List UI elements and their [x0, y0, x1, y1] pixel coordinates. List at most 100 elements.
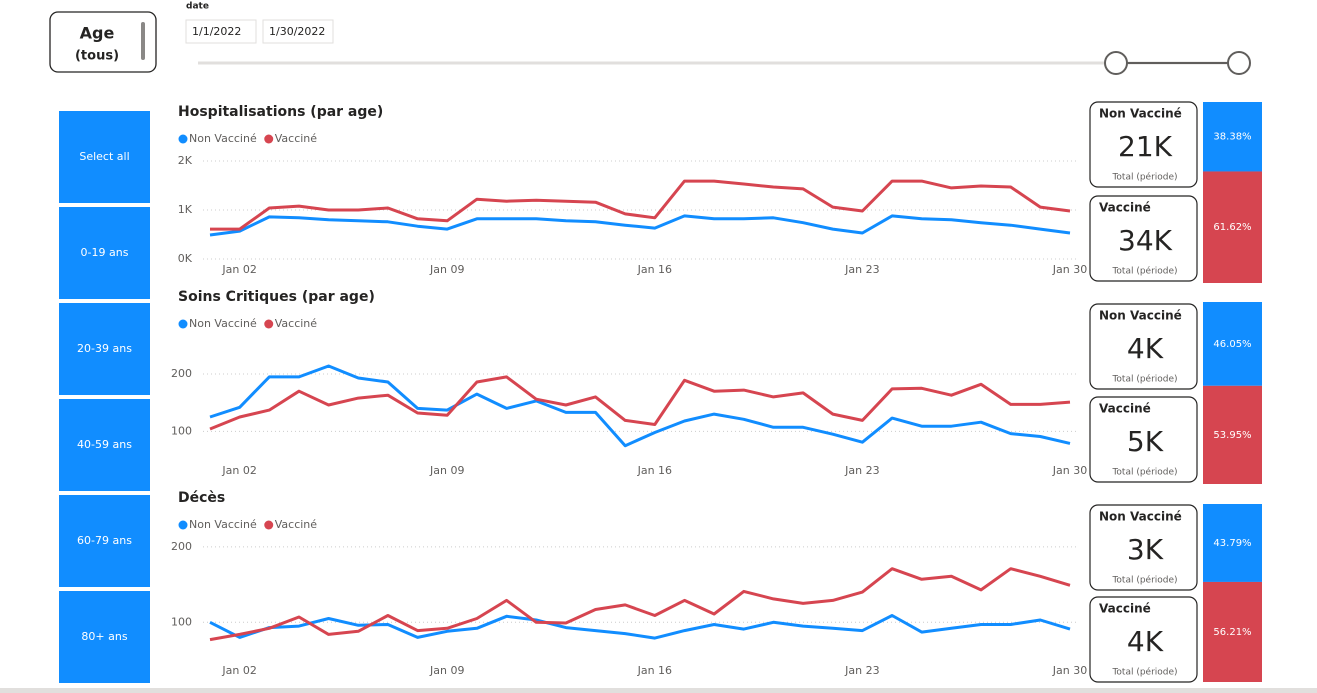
x-tick-label: Jan 09 — [429, 263, 464, 276]
x-tick-label: Jan 02 — [221, 263, 256, 276]
y-tick-label: 1K — [178, 203, 193, 216]
legend-label: Vacciné — [275, 317, 318, 330]
share-label: 53.95% — [1213, 430, 1251, 441]
kpi-card-title: Vacciné — [1099, 402, 1151, 416]
date-start: 1/1/2022 — [192, 25, 241, 38]
share-label: 38.38% — [1213, 132, 1251, 143]
age-button[interactable] — [59, 111, 150, 203]
age-button-label[interactable]: Select all — [79, 150, 129, 163]
legend-label: Non Vacciné — [189, 132, 257, 145]
data-line — [209, 375, 1071, 431]
kpi-card-title: Non Vacciné — [1099, 510, 1182, 524]
age-slicer-box[interactable] — [49, 11, 157, 73]
date-end-box[interactable] — [262, 19, 334, 44]
legend-marker — [178, 319, 188, 329]
age-button-label[interactable]: 40-59 ans — [77, 438, 132, 451]
slider-handle[interactable] — [1104, 51, 1128, 75]
date-start-box[interactable] — [185, 19, 257, 44]
date-end: 1/30/2022 — [269, 25, 325, 38]
legend-marker — [178, 134, 188, 144]
age-button[interactable] — [59, 591, 150, 683]
legend-marker — [264, 520, 274, 530]
x-tick-label: Jan 16 — [637, 263, 672, 276]
age-slicer-title: Age — [80, 24, 115, 43]
legend-label: Non Vacciné — [189, 317, 257, 330]
chart-title: Décès — [178, 490, 225, 506]
data-line — [209, 364, 1071, 448]
share-bar — [1203, 171, 1262, 283]
age-button-label[interactable]: 60-79 ans — [77, 534, 132, 547]
x-tick-label: Jan 09 — [429, 464, 464, 477]
kpi-card — [1089, 195, 1198, 282]
data-line — [210, 179, 1071, 231]
kpi-card — [1089, 396, 1198, 483]
share-bar — [1203, 385, 1262, 484]
share-label: 46.05% — [1213, 339, 1251, 350]
age-button-label[interactable]: 20-39 ans — [77, 342, 132, 355]
age-slicer-selection: (tous) — [75, 49, 119, 64]
y-tick-label: 0K — [178, 252, 193, 265]
share-label: 56.21% — [1213, 627, 1251, 638]
legend-label: Vacciné — [275, 518, 318, 531]
y-tick-label: 100 — [171, 615, 192, 628]
x-tick-label: Jan 16 — [637, 464, 672, 477]
legend-marker — [264, 134, 274, 144]
share-label: 43.79% — [1213, 538, 1251, 549]
kpi-card-title: Vacciné — [1099, 602, 1151, 616]
chart-title: Hospitalisations (par age) — [178, 104, 383, 120]
data-line — [209, 614, 1071, 640]
kpi-card-value: 5K — [1127, 425, 1164, 458]
x-tick-label: Jan 30 — [1052, 263, 1087, 276]
age-button-label[interactable]: 80+ ans — [81, 630, 127, 643]
legend-marker — [178, 520, 188, 530]
share-label: 61.62% — [1213, 222, 1251, 233]
chart-title: Soins Critiques (par age) — [178, 289, 375, 305]
x-tick-label: Jan 23 — [844, 263, 879, 276]
scrollbar — [141, 22, 145, 60]
kpi-card-caption: Total (période) — [1111, 266, 1177, 277]
kpi-card-title: Non Vacciné — [1099, 309, 1182, 323]
kpi-card — [1089, 504, 1198, 591]
kpi-card-value: 3K — [1127, 533, 1164, 566]
x-tick-label: Jan 30 — [1052, 664, 1087, 677]
date-slicer[interactable]: date 1/1/2022 1/30/2022 — [185, 2, 1251, 75]
legend-label: Vacciné — [275, 132, 318, 145]
share-bar — [1203, 102, 1262, 172]
share-bar — [1203, 302, 1262, 386]
age-button-label[interactable]: 0-19 ans — [81, 246, 129, 259]
x-tick-label: Jan 30 — [1052, 464, 1087, 477]
kpi-card — [1089, 303, 1198, 390]
kpi-card-value: 4K — [1127, 332, 1164, 365]
age-button[interactable] — [59, 399, 150, 491]
legend-marker — [264, 319, 274, 329]
x-tick-label: Jan 02 — [221, 464, 256, 477]
slider-handle[interactable] — [1227, 51, 1251, 75]
kpi-card-caption: Total (période) — [1111, 667, 1177, 678]
x-tick-label: Jan 02 — [221, 664, 256, 677]
age-button[interactable] — [59, 303, 150, 395]
x-tick-label: Jan 16 — [637, 664, 672, 677]
kpi-card-value: 4K — [1127, 625, 1164, 658]
data-line — [209, 567, 1071, 642]
x-tick-label: Jan 09 — [429, 664, 464, 677]
legend-label: Non Vacciné — [189, 518, 257, 531]
age-button[interactable] — [59, 207, 150, 299]
y-tick-label: 2K — [178, 154, 193, 167]
kpi-card-caption: Total (période) — [1111, 374, 1177, 385]
kpi-card-title: Non Vacciné — [1099, 107, 1182, 121]
y-tick-label: 200 — [171, 367, 192, 380]
x-tick-label: Jan 23 — [844, 464, 879, 477]
kpi-card-value: 21K — [1118, 130, 1173, 163]
kpi-card-value: 34K — [1118, 224, 1173, 257]
kpi-card — [1089, 101, 1198, 188]
y-tick-label: 100 — [171, 424, 192, 437]
share-bar — [1203, 504, 1262, 582]
bottom-bar — [0, 688, 1317, 693]
kpi-card-title: Vacciné — [1099, 201, 1151, 215]
data-line — [209, 214, 1071, 237]
age-slicer[interactable]: Age (tous) — [49, 11, 157, 73]
kpi-card-caption: Total (période) — [1111, 172, 1177, 183]
kpi-card-caption: Total (période) — [1111, 575, 1177, 586]
age-button[interactable] — [59, 495, 150, 587]
